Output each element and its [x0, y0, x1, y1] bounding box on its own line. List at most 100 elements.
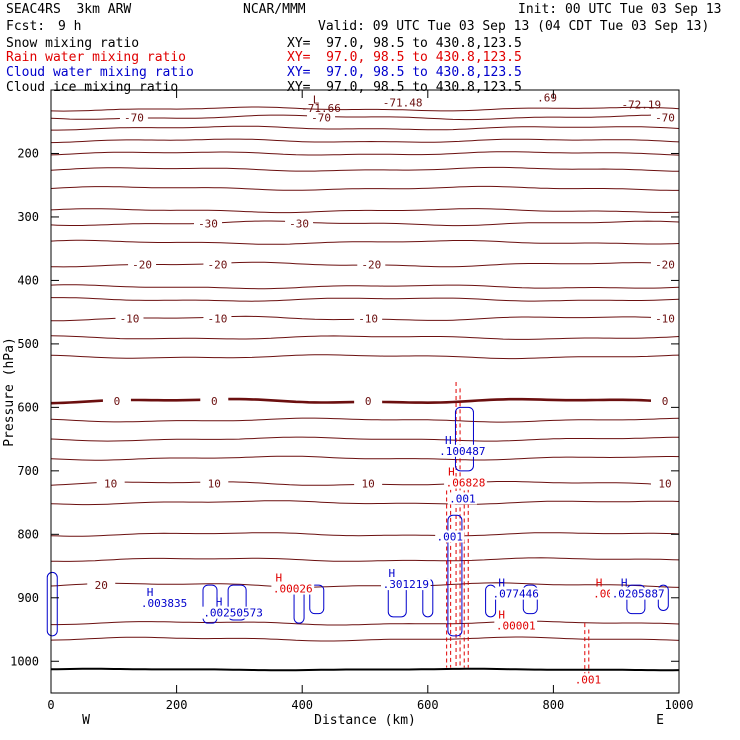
field-cloudice-xy: XY= 97.0, 98.5 to 430.8,123.5: [287, 80, 522, 95]
isotherm-line: [50, 151, 680, 156]
isotherm-label: -20: [361, 259, 381, 272]
forecast-hour: 9 h: [58, 19, 82, 34]
isotherm-label: 0: [211, 395, 218, 408]
y-tick-label: 600: [17, 400, 39, 414]
marker-value: .003835: [141, 597, 187, 610]
marker-value: .00250573: [203, 607, 263, 620]
isotherm-label-bg: [200, 394, 229, 408]
init-time: Init: 00 UTC Tue 03 Sep 13: [518, 2, 722, 17]
isotherm-line: [50, 239, 680, 245]
isotherm-label: 10: [104, 478, 117, 491]
temperature-value-label: -71.66: [301, 102, 341, 115]
isotherm-label-bg: [203, 257, 232, 271]
x-tick-label: 600: [417, 698, 439, 712]
isotherm-line: [50, 185, 679, 191]
isotherm-label: -70: [655, 111, 675, 124]
isotherm-label-bg: [285, 216, 314, 230]
marker-value: .00001: [496, 619, 536, 632]
isotherm-label: -30: [198, 217, 218, 230]
field-rain-name: Rain water mixing ratio: [6, 50, 187, 65]
isotherm-label-bg: [354, 476, 383, 490]
marker-value-bg: [271, 582, 315, 595]
plot-frame: [50, 89, 680, 694]
isotherm-line: [51, 620, 680, 626]
isotherm-label-bg: [651, 311, 679, 325]
isotherm-label-bg: [651, 476, 679, 490]
marker-value-bg: [494, 619, 538, 632]
isotherm-label: -30: [289, 217, 309, 230]
isotherm-line: [50, 557, 680, 562]
isotherm-line: [50, 284, 680, 290]
marker-value: .001: [575, 673, 602, 686]
h-marker: H: [147, 586, 154, 599]
isotherm-label: -70: [124, 111, 144, 124]
marker-value: .06828: [446, 477, 486, 490]
y-tick-label: 400: [17, 273, 39, 287]
marker-value: .001: [449, 492, 476, 505]
isotherm-label-bg: [354, 394, 383, 408]
isotherm-label: -70: [311, 111, 331, 124]
temperature-value-label: .69: [537, 92, 557, 105]
isotherm-line: [50, 582, 680, 588]
isotherm-label-bg: [651, 394, 679, 408]
marker-value-bg: [139, 597, 189, 610]
marker-value-bg: [437, 444, 488, 457]
isotherm-label: 10: [658, 478, 671, 491]
isotherm-label: -10: [655, 313, 675, 326]
field-snow-xy: XY= 97.0, 98.5 to 430.8,123.5: [287, 36, 522, 51]
isotherm-line: [50, 335, 680, 340]
field-cloudice-name: Cloud ice mixing ratio: [6, 80, 179, 95]
isotherm-label-bg: [102, 394, 131, 408]
y-tick-label: 900: [17, 591, 39, 605]
temperature-value-label: -71.48: [383, 97, 423, 110]
isotherm-label: -10: [207, 313, 227, 326]
chart-plot-layer: -70 -70 -70 -30 -30 -20 -20 -20 -20 -10 -10 -10 -10 0…: [46, 92, 680, 686]
cloud-water-contour: [227, 584, 247, 621]
marker-value-bg: [444, 476, 487, 489]
valid-time: Valid: 09 UTC Tue 03 Sep 13 (04 CDT Tue …: [318, 19, 710, 34]
x-tick-label: 800: [543, 698, 565, 712]
isotherm-label: -10: [358, 313, 378, 326]
isotherm-line: [50, 106, 680, 112]
axes-layer: 0 200 400 600 800 100020030040050060070080090…: [10, 89, 694, 712]
field-snow-name: Snow mixing ratio: [6, 36, 140, 51]
isotherm-line: [50, 417, 680, 423]
east-label: E: [656, 713, 664, 728]
isotherm-label-bg: [200, 476, 229, 490]
isotherm-line: [50, 114, 680, 121]
isotherm-label-bg: [651, 110, 679, 124]
temperature-value-label: L: [313, 94, 320, 107]
h-marker: H: [596, 577, 603, 590]
isotherm-line: [51, 297, 680, 302]
h-marker: H: [498, 608, 505, 621]
x-tick-label: 0: [47, 698, 54, 712]
isotherm-label: 0: [662, 395, 669, 408]
isotherm-label: -20: [655, 259, 675, 272]
cloud-water-contour: [447, 514, 463, 637]
cloud-water-contour: [309, 584, 325, 615]
h-marker: H: [275, 572, 282, 585]
isotherm-label-bg: [194, 216, 222, 230]
h-marker: H: [448, 466, 455, 479]
west-label: W: [82, 713, 90, 728]
y-axis-title: Pressure (hPa): [2, 337, 17, 447]
isotherm-label: 20: [95, 579, 108, 592]
isotherm-label: 0: [365, 395, 372, 408]
organization: NCAR/MMM: [243, 2, 306, 17]
marker-value: .077446: [493, 588, 539, 601]
y-tick-label: 800: [17, 527, 39, 541]
cloud-water-contour: [202, 584, 218, 624]
isotherm-label: -10: [120, 313, 140, 326]
x-tick-label: 1000: [665, 698, 694, 712]
marker-value-bg: [201, 606, 265, 619]
isotherm-label-bg: [354, 311, 383, 325]
marker-value: .100487: [439, 445, 485, 458]
isotherm-label-bg: [96, 476, 125, 490]
field-rain-xy: XY= 97.0, 98.5 to 430.8,123.5: [287, 50, 522, 65]
isotherm-label: 10: [208, 478, 221, 491]
y-tick-label: 700: [17, 464, 39, 478]
isotherm-line: [50, 455, 680, 461]
marker-value-bg: [490, 587, 541, 600]
isotherm-label-bg: [651, 257, 679, 271]
marker-value-bg: [381, 578, 431, 591]
